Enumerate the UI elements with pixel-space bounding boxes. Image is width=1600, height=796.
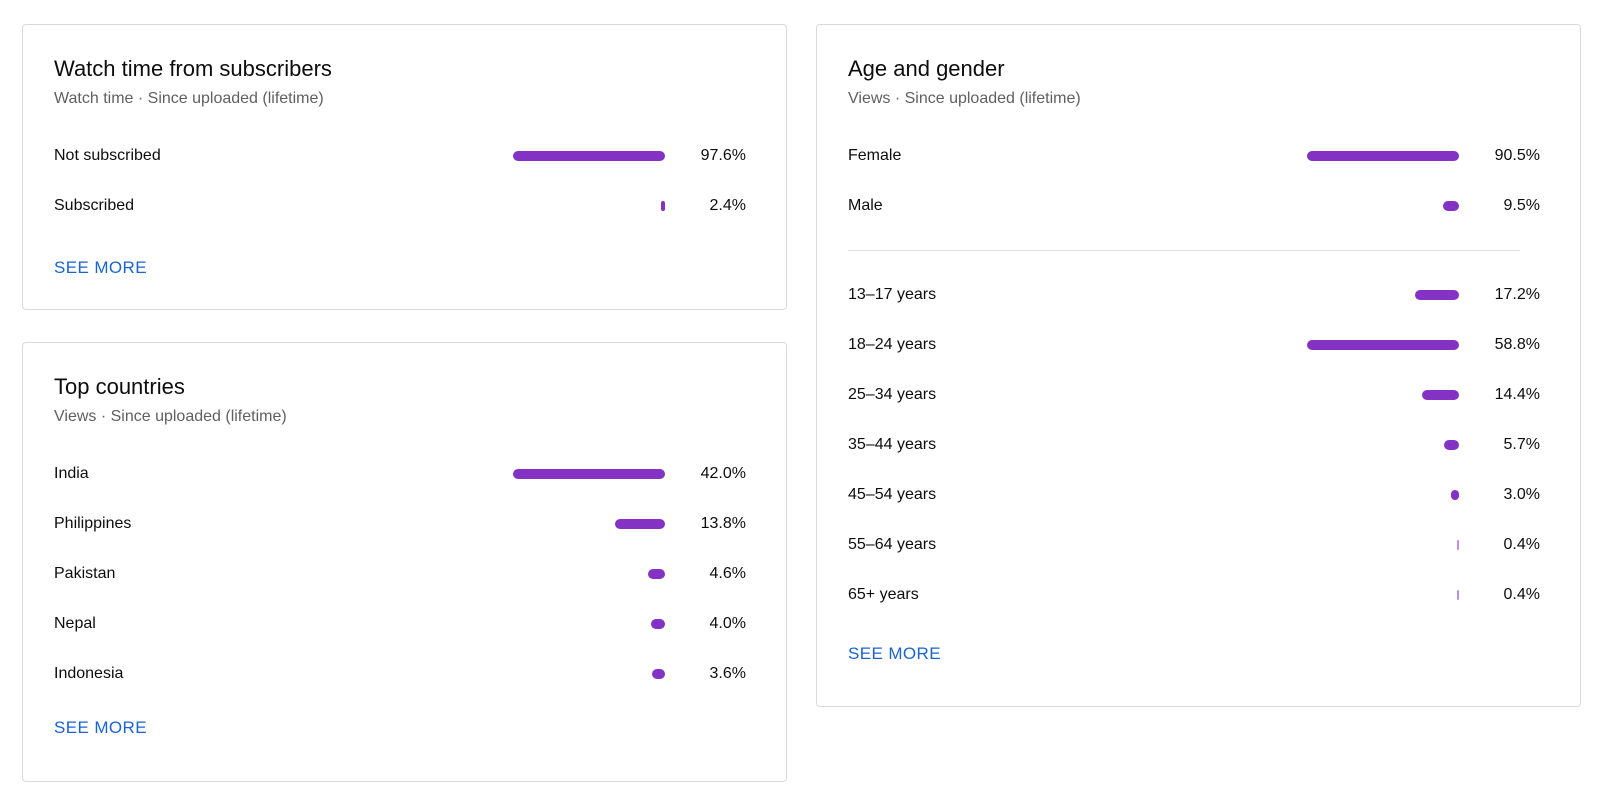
top-countries-card: Top countries Views · Since uploaded (li… [22,342,787,782]
bar [513,151,665,161]
bar [1307,340,1459,350]
row-value: 13.8% [700,515,746,532]
list-item: 45–54 years 3.0% [848,485,1540,535]
row-label: Pakistan [54,565,116,582]
bar [1307,151,1459,161]
bar [1422,390,1459,400]
list-item: 25–34 years 14.4% [848,385,1540,435]
row-value: 90.5% [1494,147,1540,164]
row-value: 17.2% [1494,286,1540,303]
row-label: Philippines [54,515,132,532]
list-item: Pakistan 4.6% [54,564,746,614]
bar [1451,490,1459,500]
row-value: 4.0% [709,615,746,632]
list-item: 65+ years 0.4% [848,585,1540,635]
list-item: 55–64 years 0.4% [848,535,1540,585]
list-item: Not subscribed 97.6% [54,146,746,196]
age-rows: 13–17 years 17.2% 18–24 years 58.8% 25–3… [848,285,1540,635]
card-title: Top countries [54,374,185,399]
gender-rows: Female 90.5% Male 9.5% [848,146,1540,246]
list-item: India 42.0% [54,464,746,514]
row-value: 4.6% [709,565,746,582]
row-value: 97.6% [700,147,746,164]
bar [1444,440,1459,450]
card-title: Watch time from subscribers [54,56,332,81]
list-item: Male 9.5% [848,196,1540,246]
see-more-button[interactable]: SEE MORE [848,644,941,663]
list-item: Subscribed 2.4% [54,196,746,246]
row-value: 14.4% [1494,386,1540,403]
row-value: 3.6% [709,665,746,682]
row-value: 9.5% [1503,197,1540,214]
divider [848,250,1520,251]
bar [648,569,665,579]
row-value: 0.4% [1503,536,1540,553]
row-label: Subscribed [54,197,135,214]
row-label: Indonesia [54,665,124,682]
list-item: Female 90.5% [848,146,1540,196]
bar [1415,290,1459,300]
bar [1443,201,1459,211]
row-value: 2.4% [709,197,746,214]
bar [652,669,665,679]
list-item: Indonesia 3.6% [54,664,746,714]
row-label: 55–64 years [848,536,937,553]
row-label: 25–34 years [848,386,937,403]
row-label: Male [848,197,883,214]
country-rows: India 42.0% Philippines 13.8% Pakistan 4… [54,464,746,714]
list-item: 18–24 years 58.8% [848,335,1540,385]
card-subtitle: Watch time · Since uploaded (lifetime) [54,90,324,107]
row-label: Female [848,147,902,164]
row-value: 58.8% [1494,336,1540,353]
see-more-button[interactable]: SEE MORE [54,718,147,737]
row-label: India [54,465,89,482]
row-label: 45–54 years [848,486,937,503]
row-label: Not subscribed [54,147,161,164]
bar [1457,540,1459,550]
row-label: 13–17 years [848,286,937,303]
card-subtitle: Views · Since uploaded (lifetime) [848,90,1081,107]
bar [661,201,665,211]
list-item: Philippines 13.8% [54,514,746,564]
list-item: 35–44 years 5.7% [848,435,1540,485]
bar [1457,590,1459,600]
row-label: 65+ years [848,586,919,603]
bar [615,519,665,529]
row-label: 18–24 years [848,336,937,353]
row-value: 42.0% [700,465,746,482]
list-item: 13–17 years 17.2% [848,285,1540,335]
list-item: Nepal 4.0% [54,614,746,664]
row-value: 0.4% [1503,586,1540,603]
row-value: 5.7% [1503,436,1540,453]
see-more-button[interactable]: SEE MORE [54,258,147,277]
bar [513,469,665,479]
age-gender-card: Age and gender Views · Since uploaded (l… [816,24,1581,707]
row-label: 35–44 years [848,436,937,453]
bar [651,619,665,629]
subscriber-rows: Not subscribed 97.6% Subscribed 2.4% [54,146,746,246]
watch-time-card: Watch time from subscribers Watch time ·… [22,24,787,310]
row-value: 3.0% [1503,486,1540,503]
card-title: Age and gender [848,56,1005,81]
card-subtitle: Views · Since uploaded (lifetime) [54,408,287,425]
row-label: Nepal [54,615,96,632]
